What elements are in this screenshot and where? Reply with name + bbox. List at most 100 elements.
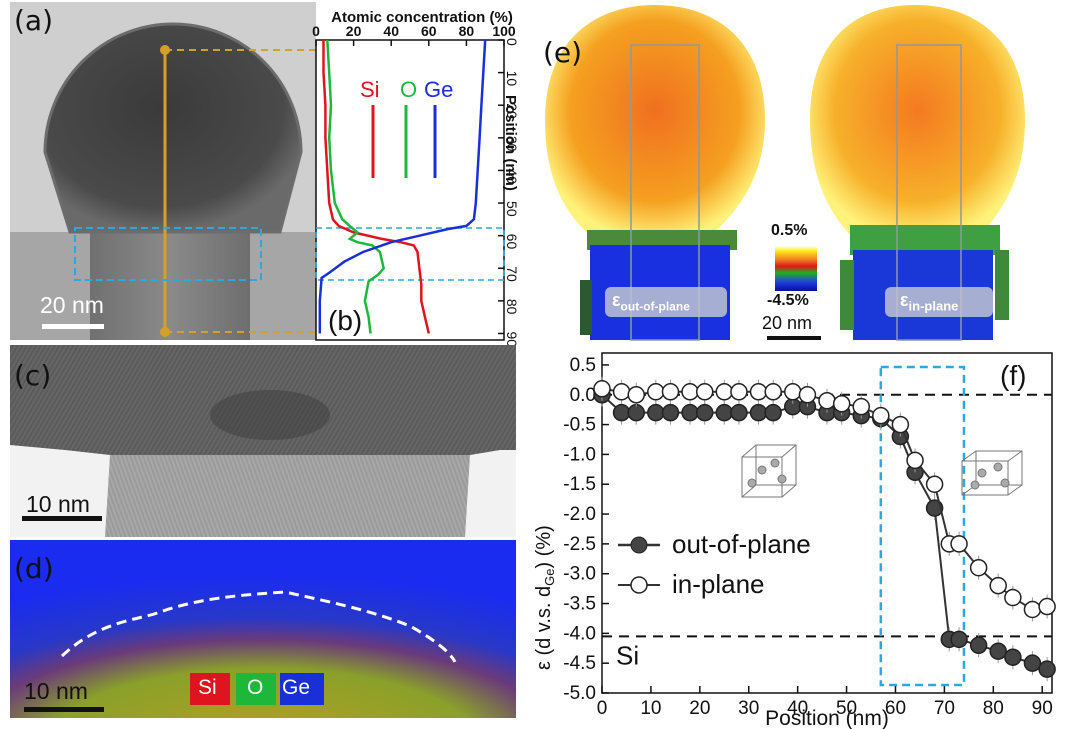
panel-b-x-tick-label: 100 — [492, 23, 516, 39]
panel-f-point-in-plane — [818, 391, 836, 410]
panel-f-y-tick-label: -3.5 — [563, 594, 596, 615]
panel-f-point-in-plane — [764, 383, 782, 401]
panel-f-crystal-icon-left — [741, 444, 797, 498]
panel-b-y-tick-label: 30 — [504, 136, 520, 152]
panel-f-x-tick-label: 60 — [885, 698, 906, 719]
panel-f-y-tick-label: -3.0 — [563, 564, 596, 585]
panel-f-x-tick-label: 90 — [1032, 698, 1053, 719]
panel-c-scalebar-label: 10 nm — [26, 491, 90, 517]
panel-f-ylabel: ε (d v.s. dGe) (%) — [533, 525, 557, 670]
panel-f-point-out-of-plane — [627, 403, 645, 422]
panel-b-y-tick-label: 90 — [504, 331, 520, 345]
panel-d-legend-si-swatch — [190, 673, 230, 705]
panel-f-crystal-icon-right — [961, 450, 1023, 496]
panel-b-interface-box — [315, 227, 505, 281]
panel-f-xlabel: Position (nm) — [765, 707, 889, 729]
panel-e-left-caption: εout-of-plane — [612, 290, 690, 314]
panel-b-chart: Atomic concentration (%) 0 20 40 60 80 100 0 1… — [312, 9, 520, 345]
panel-f-point-out-of-plane — [1004, 648, 1022, 666]
panel-b-legend-si: Si — [360, 77, 380, 102]
panel-f-x-tick-label: 10 — [640, 698, 661, 719]
panel-f-point-in-plane — [695, 383, 714, 401]
panel-d-image — [10, 540, 516, 718]
panel-b-plot-frame — [315, 39, 505, 341]
panel-f-point-in-plane — [969, 558, 988, 577]
panel-f-point-in-plane — [872, 406, 890, 425]
panel-f-point-in-plane — [832, 394, 851, 413]
panel-f-point-in-plane — [891, 415, 910, 434]
panel-f-x-tick-label: 50 — [836, 698, 857, 719]
panel-b-label: (b) — [328, 305, 362, 336]
panel-e-right-caption: εin-plane — [900, 290, 958, 314]
panel-e-label: (e) — [543, 36, 583, 69]
panel-f-interface-box — [879, 365, 966, 687]
panel-f-point-out-of-plane — [749, 403, 768, 422]
panel-f-point-in-plane — [989, 576, 1007, 595]
panel-f-x-tick-label: 40 — [787, 698, 808, 719]
panel-d-legend-ge: Ge — [282, 676, 311, 699]
panel-e-cbar-min: -4.5% — [767, 292, 809, 309]
panel-f-point-out-of-plane — [950, 630, 968, 649]
panel-f-point-out-of-plane — [661, 403, 680, 422]
panel-e-left-sub: out-of-plane — [620, 299, 690, 314]
panel-f-x-tick-label: 70 — [934, 698, 955, 719]
panel-b-legend-o: O — [400, 77, 417, 102]
panel-f-y-tick-label: -4.5 — [563, 653, 596, 674]
panel-f-point-in-plane — [647, 383, 665, 401]
panel-f-point-in-plane — [730, 383, 748, 401]
panel-b-y-tick-label: 50 — [504, 201, 520, 217]
panel-f-point-in-plane — [1038, 597, 1056, 616]
panel-b-y-tick-label: 40 — [504, 168, 520, 184]
panel-f-point-in-plane — [593, 380, 611, 398]
panel-f-x-tick-label: 20 — [689, 698, 710, 719]
panel-f-y-tick-label: 0.0 — [570, 385, 596, 406]
panel-f-x-tick-label: 30 — [738, 698, 759, 719]
panel-f-point-out-of-plane — [730, 403, 748, 422]
panel-a-label: (a) — [14, 4, 54, 37]
panel-d-eftem-map: (d) 10 nm Si O Ge — [10, 540, 516, 718]
panel-f-point-in-plane — [950, 535, 968, 553]
panel-f-point-out-of-plane — [695, 403, 714, 422]
panel-c-label: (c) — [14, 359, 52, 392]
panel-f-point-out-of-plane — [989, 642, 1007, 660]
panel-b-y-tick-label: 10 — [504, 71, 520, 87]
panel-a-scalebar-label: 20 nm — [40, 292, 104, 318]
panel-f-y-tick-label: 0.5 — [570, 355, 596, 376]
panel-e-cbar-max: 0.5% — [771, 222, 808, 239]
panel-b-x-tick-label: 20 — [346, 23, 362, 39]
panel-e-colorbar — [775, 246, 817, 291]
panel-f-point-in-plane — [798, 386, 817, 404]
panel-e-strain-maps — [545, 5, 1025, 341]
panel-f-y-tick-label: -1.5 — [563, 474, 596, 495]
panel-b-series-o — [326, 39, 386, 334]
panel-b-x-tick-label: 60 — [421, 23, 437, 39]
panel-f-point-out-of-plane — [612, 403, 631, 422]
panel-f-point-in-plane — [1023, 600, 1042, 619]
panel-e-left-epsilon: ε — [612, 290, 621, 310]
panel-d-legend-si: Si — [198, 676, 217, 699]
panel-b-legend-ge: Ge — [424, 77, 453, 102]
panel-d-scalebar-label: 10 nm — [24, 678, 88, 704]
panel-f-legend-in: in-plane — [672, 569, 765, 599]
panel-f-chart: 0 10 20 30 40 50 60 70 80 90 0.5 0.0 -0.5 -1.0 -1.5 -2.… — [533, 352, 1056, 729]
panel-f-point-in-plane — [661, 383, 680, 401]
panel-b-right-axis-title: Position (nm) — [502, 95, 519, 191]
panel-f-point-out-of-plane — [647, 403, 665, 422]
panel-f-point-out-of-plane — [715, 403, 734, 422]
panel-b-series-ge — [318, 39, 487, 334]
panel-f-point-in-plane — [852, 397, 870, 416]
panel-f-x-tick-label: 80 — [983, 698, 1004, 719]
panel-d-legend-ge-swatch — [280, 673, 324, 705]
panel-f-y-tick-label: -1.0 — [563, 444, 596, 465]
panel-b-y-tick-label: 80 — [504, 299, 520, 315]
panel-f-legend-out: out-of-plane — [672, 529, 811, 559]
panel-f-point-in-plane — [715, 383, 734, 401]
panel-f-point-in-plane — [627, 386, 645, 404]
panel-a-image — [10, 2, 316, 340]
panel-b-y-tick-label: 0 — [504, 38, 520, 46]
panel-f-legend: out-of-plane in-plane — [618, 529, 811, 599]
panel-f-point-out-of-plane — [764, 403, 782, 422]
panel-f-y-tick-label: -4.0 — [563, 623, 596, 644]
panel-f-reference-label: Si — [616, 640, 639, 670]
panel-b-y-tick-label: 20 — [504, 103, 520, 119]
